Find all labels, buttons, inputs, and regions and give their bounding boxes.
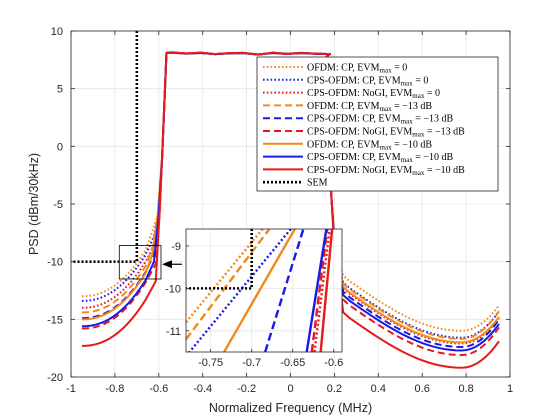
legend-entry: OFDM: CP, EVMmax = −13 dB (307, 101, 432, 113)
x-tick-label: -0.6 (149, 383, 168, 395)
legend-entry: CPS-OFDM: NoGI, EVMmax = −13 dB (307, 127, 465, 139)
sem-mask-line (71, 31, 139, 263)
inset-y-tick-label: -10 (165, 283, 181, 295)
inset-series-line-6 (310, 229, 329, 352)
y-tick-label: 10 (51, 26, 63, 38)
x-tick-label: -0.2 (237, 383, 256, 395)
legend-entry: OFDM: CP, EVMmax = 0 (307, 63, 407, 75)
legend-entry: OFDM: CP, EVMmax = −10 dB (307, 139, 432, 151)
inset-series-line-2 (187, 229, 292, 352)
inset-series-line-8 (305, 229, 328, 352)
y-tick-label: -15 (47, 314, 63, 326)
series-line-4 (81, 51, 500, 340)
inset-series-line-9 (319, 229, 334, 352)
inset-series-line-3 (313, 229, 331, 352)
x-tick-label: -1 (66, 383, 76, 395)
legend-entry: CPS-OFDM: CP, EVMmax = 0 (307, 75, 428, 87)
zoom-arrow-head (161, 260, 172, 269)
inset-x-tick-label: -0.7 (242, 357, 261, 369)
legend-entry: SEM (307, 178, 328, 189)
x-tick-label: -0.4 (193, 383, 212, 395)
axes: -1 -0.8 -0.6 -0.4 -0.2 0 0.2 0.4 0.6 0.8 1 -20 -15 -1… (47, 26, 513, 395)
inset-frame (185, 228, 343, 353)
inset-x-tick-label: -0.6 (324, 357, 343, 369)
zoom-box (118, 245, 162, 280)
x-tick-label: 0 (287, 383, 293, 395)
y-tick-label: -10 (47, 257, 63, 269)
legend-entry: CPS-OFDM: CP, EVMmax = −10 dB (307, 152, 453, 164)
zoom-inset: -0.75 -0.7 -0.65 -0.6 -9 -10 -11 (161, 228, 343, 369)
legend-entry: CPS-OFDM: NoGI, EVMmax = 0 (307, 88, 440, 100)
x-tick-label: 0.8 (458, 383, 473, 395)
inset-series-line-5 (264, 229, 305, 352)
inset-y-tick-label: -9 (171, 241, 181, 253)
inset-x-tick-label: -0.65 (280, 357, 305, 369)
y-tick-label: 5 (57, 84, 63, 96)
x-tick-label: 0.4 (371, 383, 386, 395)
x-axis-label: Normalized Frequency (MHz) (209, 401, 372, 415)
x-tick-label: -0.8 (105, 383, 124, 395)
inset-series-line-4 (186, 229, 271, 340)
inset-series-line-7 (223, 229, 296, 352)
x-tick-label: 0.6 (415, 383, 430, 395)
inset-x-tick-label: -0.75 (198, 357, 223, 369)
y-axis-label: PSD (dBm/30kHz) (27, 153, 41, 255)
inset-plot (186, 229, 342, 352)
legend-entry: CPS-OFDM: CP, EVMmax = −13 dB (307, 114, 453, 126)
y-tick-label: -5 (53, 199, 63, 211)
y-tick-label: -20 (47, 372, 63, 384)
inset-y-tick-label: -11 (166, 326, 181, 338)
legend-entry: CPS-OFDM: NoGI, EVMmax = −10 dB (307, 165, 465, 177)
x-tick-label: 0.2 (327, 383, 342, 395)
y-tick-label: 0 (57, 141, 63, 153)
x-tick-label: 1 (507, 383, 513, 395)
